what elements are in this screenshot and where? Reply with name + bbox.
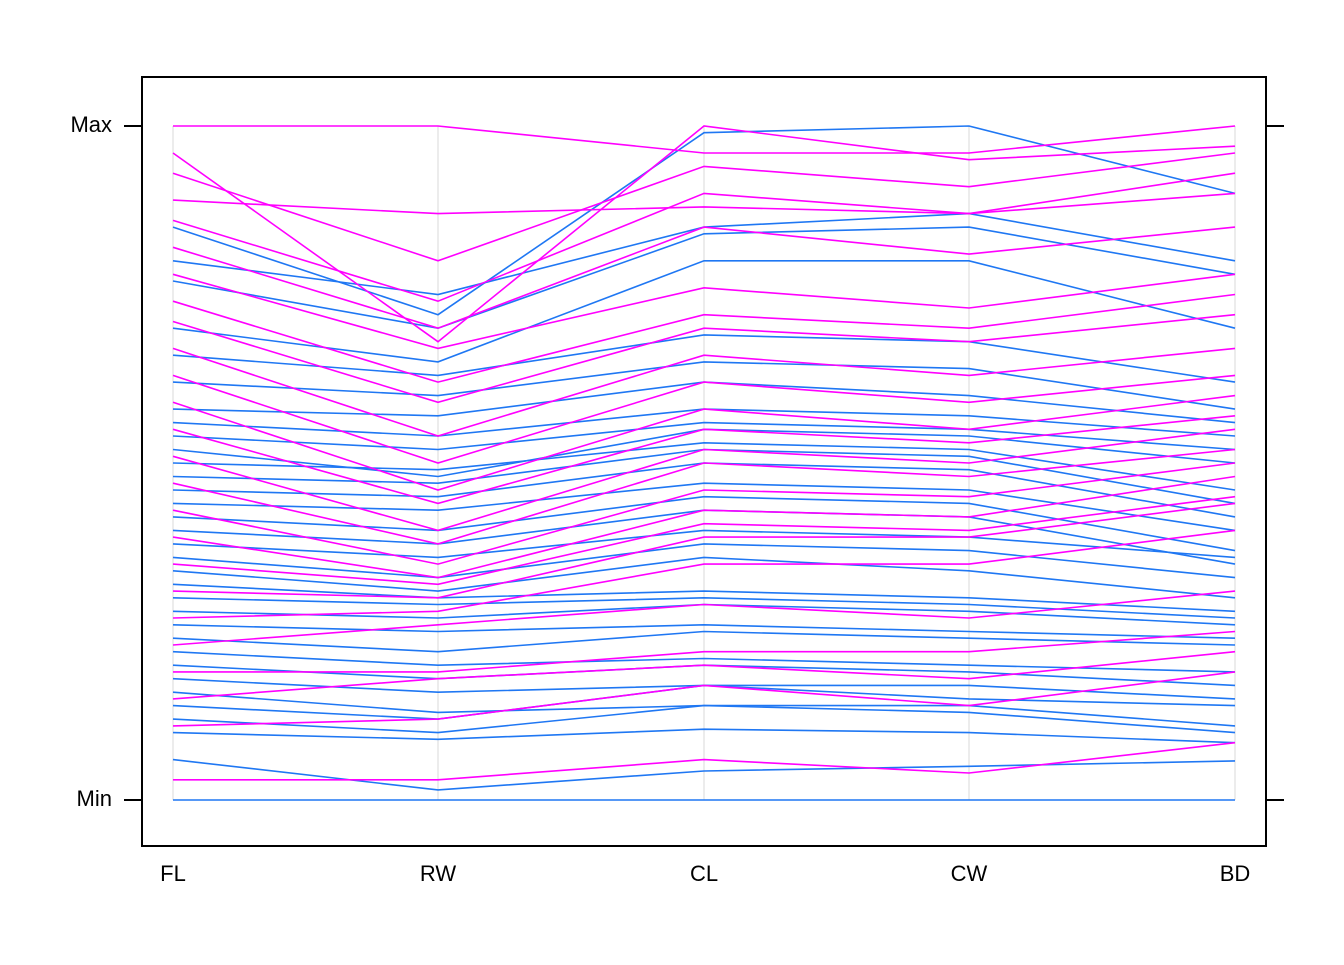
series-line-magenta-51 — [172, 273, 1236, 350]
series-line-magenta-33 — [173, 741, 1236, 781]
series-line-magenta-45 — [172, 415, 1236, 505]
x-tick-label-cl: CL — [690, 861, 718, 886]
series-line-blue-10 — [172, 623, 1236, 639]
series-line-magenta-47 — [172, 374, 1236, 464]
x-tick-label-bd: BD — [1220, 861, 1251, 886]
x-tick-labels: FL RW CL CW BD — [160, 861, 1250, 886]
series-line-blue-27 — [172, 361, 1236, 410]
series-line-blue-2 — [172, 728, 1236, 744]
series-line-blue-29 — [172, 259, 1236, 363]
series-line-blue-15 — [172, 543, 1236, 579]
series-line-magenta-55 — [172, 152, 1236, 262]
series-line-magenta-52 — [172, 226, 1236, 330]
series-line-magenta-34 — [172, 671, 1236, 727]
series-line-blue-14 — [172, 556, 1236, 599]
series-line-magenta-38 — [172, 529, 1236, 619]
series-line-magenta-41 — [172, 475, 1236, 579]
series-line-magenta-49 — [172, 313, 1236, 404]
series-line-blue-32 — [172, 125, 1236, 316]
series-line-magenta-56 — [172, 125, 1236, 343]
series-line-magenta-48 — [172, 347, 1236, 437]
series-line-magenta-54 — [172, 172, 1236, 215]
series-line-magenta-39 — [172, 502, 1236, 599]
series-line-magenta-36 — [173, 630, 1236, 673]
series-line-magenta-42 — [172, 462, 1236, 565]
series-line-blue-13 — [172, 583, 1236, 613]
series-line-blue-30 — [172, 226, 1236, 330]
series-line-blue-8 — [172, 650, 1236, 673]
series-line-magenta-50 — [172, 293, 1236, 383]
series-line-blue-5 — [172, 691, 1236, 734]
series-line-magenta-57 — [173, 125, 1236, 154]
series-line-blue-24 — [172, 421, 1236, 451]
x-tick-label-cw: CW — [951, 861, 988, 886]
series-line-magenta-44 — [172, 428, 1236, 532]
series-line-magenta-46 — [172, 394, 1236, 491]
series-line-magenta-53 — [172, 192, 1236, 303]
x-tick-label-rw: RW — [420, 861, 456, 886]
x-tick-label-fl: FL — [160, 861, 186, 886]
series-line-magenta-40 — [172, 495, 1236, 586]
plot-frame — [141, 76, 1267, 847]
series-line-magenta-37 — [172, 590, 1236, 646]
y-tick-label-min: Min — [77, 786, 112, 811]
series-line-blue-28 — [172, 334, 1236, 383]
series-layer — [172, 125, 1236, 801]
series-line-magenta-35 — [172, 650, 1236, 700]
tick-layer — [124, 125, 1284, 801]
series-line-blue-16 — [172, 529, 1236, 559]
series-line-blue-9 — [172, 630, 1236, 653]
series-line-magenta-43 — [172, 448, 1236, 545]
y-tick-label-max: Max — [70, 112, 112, 137]
